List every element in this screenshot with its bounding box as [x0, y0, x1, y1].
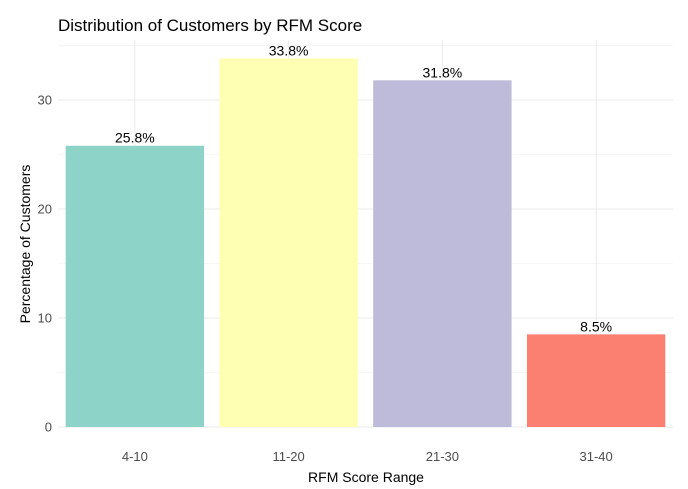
data-label: 33.8%: [269, 43, 309, 59]
y-axis-ticks: 0 10 20 30: [38, 92, 52, 434]
x-tick-label: 31-40: [580, 449, 613, 464]
data-labels: 25.8% 33.8% 31.8% 8.5%: [115, 43, 612, 335]
data-label: 31.8%: [423, 64, 463, 80]
bar-21-30: [373, 80, 512, 428]
bars: [65, 58, 666, 428]
bar-31-40: [526, 334, 666, 427]
bar-4-10: [65, 145, 205, 428]
y-tick-label: 0: [45, 420, 52, 435]
y-tick-label: 30: [38, 92, 52, 107]
data-label: 25.8%: [115, 130, 155, 146]
bar-11-20: [219, 58, 358, 427]
x-tick-label: 4-10: [122, 449, 148, 464]
data-label: 8.5%: [580, 318, 612, 334]
chart-title: Distribution of Customers by RFM Score: [58, 16, 362, 35]
y-axis-title: Percentage of Customers: [17, 165, 33, 324]
x-tick-label: 11-20: [272, 449, 304, 464]
y-tick-label: 20: [38, 201, 52, 216]
x-axis-title: RFM Score Range: [308, 469, 424, 485]
x-axis-ticks: 4-10 11-20 21-30 31-40: [122, 449, 613, 464]
x-tick-label: 21-30: [426, 449, 459, 464]
y-tick-label: 10: [38, 310, 52, 325]
